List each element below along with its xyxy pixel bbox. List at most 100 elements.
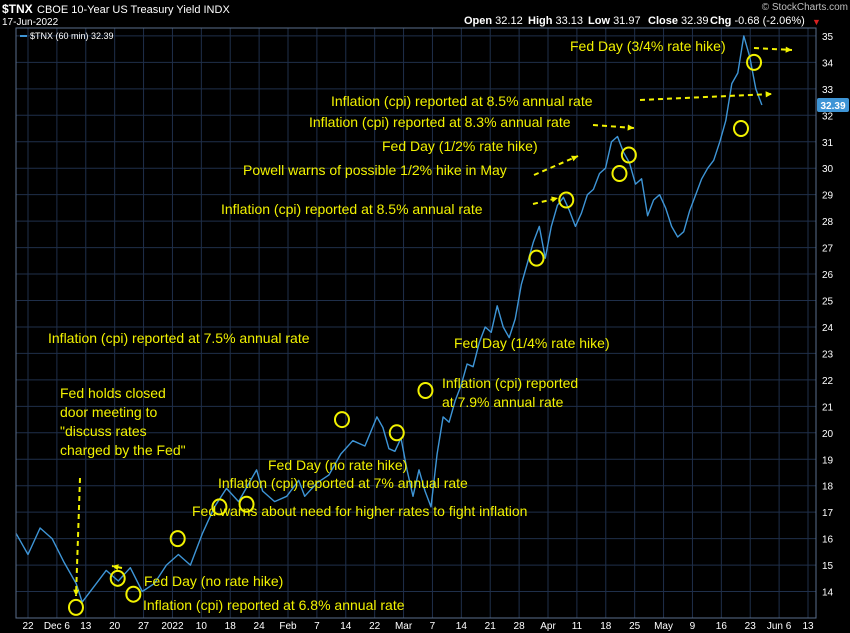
x-tick-label: 10 (196, 621, 208, 632)
watermark: © StockCharts.com (762, 2, 848, 13)
x-tick-label: 13 (802, 621, 814, 632)
legend-label: $TNX (60 min) 32.39 (30, 31, 114, 41)
x-tick-label: 14 (340, 621, 352, 632)
series-line-tnx (15, 35, 763, 603)
change-arrow-icon: ▼ (812, 17, 821, 27)
annotation-marker (611, 165, 628, 183)
annotation-marker (169, 530, 186, 548)
x-tick-label: 13 (80, 621, 92, 632)
x-tick-label: 28 (514, 621, 526, 632)
annotation-marker (388, 424, 405, 442)
y-tick-label: 14 (822, 588, 834, 599)
annotation-arrowhead (627, 124, 634, 131)
annotation-arrow (592, 124, 635, 129)
x-tick-label: 27 (138, 621, 150, 632)
y-tick-label: 24 (822, 323, 834, 334)
annotation-arrow (533, 155, 579, 176)
x-tick-label: 14 (456, 621, 468, 632)
annotation-arrowhead (765, 91, 772, 98)
annotation-label: Fed holds closed door meeting to "discuss … (60, 385, 186, 458)
header-stat-close: Close 32.39 (648, 15, 709, 27)
annotation-marker (109, 569, 126, 587)
axis-layer: 14 15 16 17 18 19 20 21 22 23 24 25 26 27 28 29 30 31 32 33… (22, 32, 849, 632)
x-tick-label: 23 (745, 621, 757, 632)
y-tick-label: 27 (822, 244, 834, 255)
annotation-label: Inflation (cpi) reported at 6.8% annual … (143, 597, 405, 613)
annotation-marker (211, 498, 228, 516)
x-tick-label: Dec 6 (44, 621, 71, 632)
annotation-marker (528, 249, 545, 267)
header-date: 17-Jun-2022 (2, 17, 59, 28)
grid-layer (16, 28, 816, 618)
annotation-arrow (753, 47, 793, 51)
y-tick-label: 25 (822, 297, 834, 308)
annotation-arrowhead (112, 564, 119, 571)
annotation-label: Inflation (cpi) reported at 7.9% annual r… (442, 375, 578, 410)
y-tick-label: 22 (822, 376, 834, 387)
y-tick-label: 31 (822, 138, 834, 149)
x-tick-label: Feb (279, 621, 297, 632)
annotation-label: Inflation (cpi) reported at 8.3% annual … (309, 114, 571, 130)
plot-frame (15, 27, 817, 619)
annotation-marker (417, 381, 434, 399)
y-tick-label: 20 (822, 429, 834, 440)
annotation-label: Fed Day (1/4% rate hike) (454, 335, 610, 351)
annotation-label: Fed Day (3/4% rate hike) (570, 38, 726, 54)
header-stat-high: High 33.13 (528, 15, 583, 27)
x-tick-label: Jun 6 (767, 621, 792, 632)
y-tick-label: 32 (822, 111, 834, 122)
annotation-arrowhead (785, 46, 792, 53)
x-tick-label: 11 (572, 621, 583, 632)
last-value-tag (817, 97, 849, 112)
x-tick-label: 18 (600, 621, 612, 632)
header-stat-chg: Chg -0.68 (-2.06%) (710, 15, 805, 27)
y-tick-label: 21 (822, 402, 834, 413)
y-tick-label: 17 (822, 508, 834, 519)
x-tick-label: 21 (485, 621, 497, 632)
x-tick-label: 22 (369, 621, 381, 632)
annotation-arrowhead (73, 589, 80, 596)
annotation-layer: Fed holds closed door meeting to "discuss … (48, 38, 793, 616)
x-tick-label: 20 (109, 621, 121, 632)
annotation-marker (238, 495, 255, 513)
x-tick-label: 22 (22, 621, 34, 632)
x-tick-label: May (654, 621, 673, 632)
x-tick-label: 25 (629, 621, 641, 632)
annotation-arrow (75, 477, 81, 597)
annotation-label: Powell warns of possible 1/2% hike in Ma… (243, 162, 507, 178)
x-tick-label: 9 (690, 621, 696, 632)
last-value-label: 32.39 (820, 101, 845, 112)
annotation-marker (746, 53, 763, 71)
annotation-arrowhead (551, 196, 558, 203)
x-tick-label: Apr (540, 621, 556, 632)
annotation-label: Inflation (cpi) reported at 7% annual ra… (218, 475, 468, 491)
annotation-label: Fed warns about need for higher rates to… (192, 503, 527, 519)
x-tick-label: 16 (716, 621, 728, 632)
annotation-marker (333, 411, 350, 429)
annotation-marker (733, 120, 750, 138)
y-tick-label: 30 (822, 164, 834, 175)
x-tick-label: 7 (314, 621, 320, 632)
series-layer (15, 35, 763, 603)
annotation-marker (67, 598, 84, 616)
y-tick-label: 35 (822, 32, 834, 43)
header-stat-open: Open 32.12 (464, 15, 523, 27)
header-stat-low: Low 31.97 (588, 15, 641, 27)
y-tick-label: 23 (822, 349, 834, 360)
y-tick-label: 18 (822, 482, 834, 493)
header-symbol: $TNX (2, 2, 33, 16)
x-tick-label: 18 (225, 621, 237, 632)
y-tick-label: 29 (822, 191, 834, 202)
annotation-arrowhead (571, 155, 578, 162)
annotation-marker (620, 146, 637, 164)
annotation-label: Fed Day (no rate hike) (268, 457, 407, 473)
annotation-label: Inflation (cpi) reported at 7.5% annual … (48, 330, 310, 346)
annotation-arrow (639, 93, 773, 101)
header-name: CBOE 10-Year US Treasury Yield INDX (37, 4, 230, 16)
y-tick-label: 34 (822, 58, 834, 69)
annotation-label: Fed Day (1/2% rate hike) (382, 138, 538, 154)
y-tick-label: 26 (822, 270, 834, 281)
annotation-marker (558, 191, 575, 209)
